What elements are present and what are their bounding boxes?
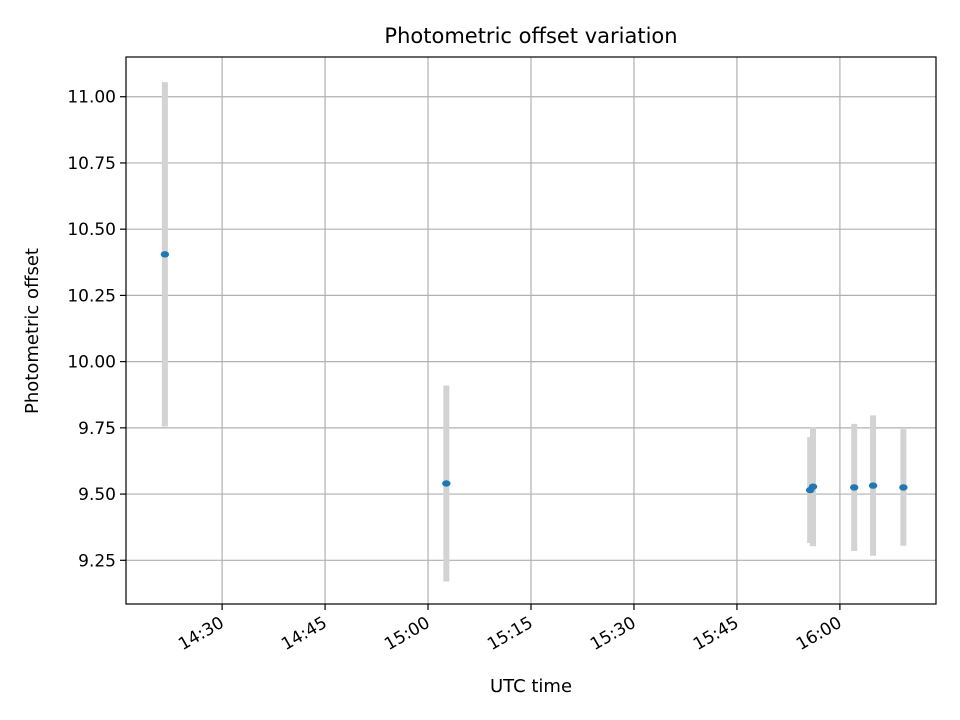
y-axis-label: Photometric offset [22,248,43,414]
y-tick-label: 9.50 [78,485,116,505]
data-point [442,480,451,487]
data-point [899,484,908,491]
y-tick-label: 10.75 [67,154,116,174]
data-point [160,251,170,258]
chart-title: Photometric offset variation [384,24,677,48]
data-point [849,484,859,491]
data-points [160,251,908,494]
y-tick-label: 10.25 [67,286,116,306]
y-tick-label: 11.00 [67,88,116,108]
data-point [868,482,878,489]
grid [126,57,936,604]
y-axis-ticks: 9.25 9.50 9.75 10.00 10.25 10.50 10.75 11.00 [67,88,126,571]
data-point [808,483,818,490]
y-tick-label: 9.25 [78,551,116,571]
y-tick-label: 10.00 [67,353,116,373]
y-tick-label: 9.75 [78,419,116,439]
y-tick-label: 10.50 [67,220,116,240]
x-axis-label: UTC time [490,676,572,697]
